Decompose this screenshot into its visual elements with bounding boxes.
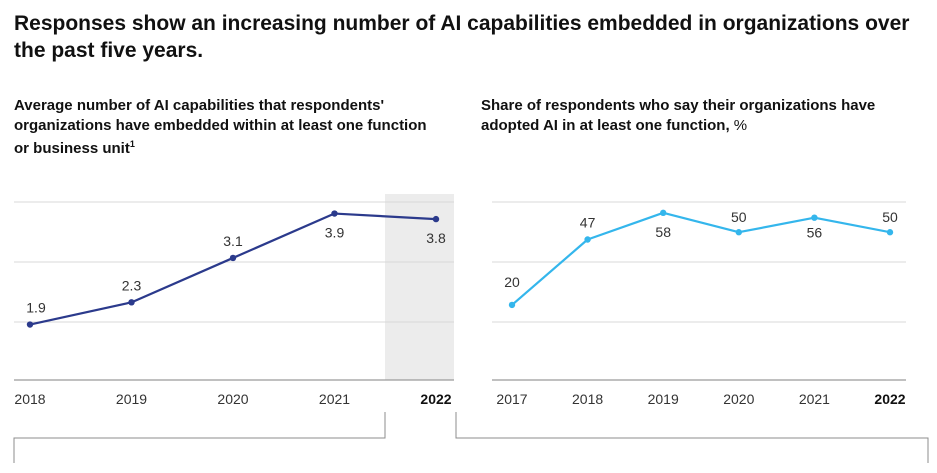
right-x-tick-2019: 2019	[648, 391, 679, 407]
right-x-tick-2020: 2020	[723, 391, 754, 407]
right-data-point-2018	[584, 236, 591, 243]
right-x-tick-2017: 2017	[496, 391, 527, 407]
right-chart-title-text: Share of respondents who say their organ…	[481, 97, 876, 134]
right-data-point-2022	[886, 229, 894, 236]
right-x-tick-2021: 2021	[799, 391, 830, 407]
right-data-label-2017: 20	[504, 274, 520, 290]
left-x-tick-2019: 2019	[116, 391, 147, 407]
left-data-label-2021: 3.9	[325, 225, 345, 241]
left-x-tick-2022: 2022	[420, 391, 451, 407]
right-data-point-2021	[811, 214, 818, 221]
right-chart-title: Share of respondents who say their organ…	[481, 96, 933, 135]
left-data-point-2020	[229, 254, 237, 262]
left-data-label-2022: 3.8	[426, 230, 446, 246]
left-data-label-2018: 1.9	[26, 300, 46, 316]
left-x-tick-2018: 2018	[14, 391, 45, 407]
right-data-label-2021: 56	[807, 225, 823, 241]
left-series-line	[29, 212, 437, 326]
right-bracket	[455, 412, 929, 463]
left-data-point-2021	[331, 210, 338, 217]
right-data-label-2019: 58	[655, 224, 671, 240]
left-data-label-2019: 2.3	[122, 277, 142, 293]
right-chart-unit: %	[733, 116, 748, 134]
headline: Responses show an increasing number of A…	[14, 12, 910, 62]
right-data-label-2020: 50	[731, 209, 747, 225]
left-highlight-band	[385, 194, 454, 380]
right-data-label-2018: 47	[580, 214, 596, 230]
left-data-point-2018	[26, 321, 34, 328]
left-chart-title-text: Average number of AI capabilities that r…	[14, 97, 427, 157]
left-x-tick-2020: 2020	[217, 391, 248, 407]
right-x-tick-2018: 2018	[572, 391, 603, 407]
left-data-label-2020: 3.1	[223, 233, 243, 249]
right-data-point-2017	[508, 301, 516, 309]
left-x-tick-2021: 2021	[319, 391, 350, 407]
left-data-point-2022	[432, 215, 440, 223]
right-data-point-2019	[660, 209, 667, 217]
left-bracket	[13, 412, 386, 463]
right-data-label-2022: 50	[882, 209, 898, 225]
left-chart-title: Average number of AI capabilities that r…	[14, 96, 444, 159]
right-data-point-2020	[735, 229, 742, 236]
left-data-point-2019	[128, 299, 135, 306]
footnote-marker: 1	[129, 139, 135, 149]
right-series-line	[511, 211, 891, 306]
right-x-tick-2022: 2022	[874, 391, 905, 407]
